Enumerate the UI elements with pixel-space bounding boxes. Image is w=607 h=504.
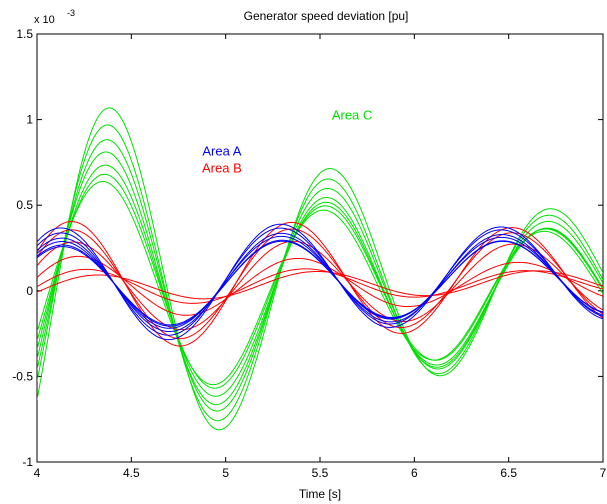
x-tick-label: 6 bbox=[411, 466, 418, 480]
series-line-area-c-3 bbox=[37, 139, 603, 412]
y-exponent-power: -3 bbox=[67, 8, 75, 18]
series-line-area-a-3 bbox=[37, 232, 603, 333]
y-exponent-base: x 10 bbox=[34, 14, 55, 26]
annotation-area-c: Area C bbox=[332, 108, 372, 123]
y-tick-label: 0 bbox=[26, 284, 33, 298]
y-tick-label: -1 bbox=[22, 455, 33, 469]
series-line-area-a-4 bbox=[37, 235, 603, 329]
annotation-area-a: Area A bbox=[202, 144, 241, 159]
y-tick-label: 1 bbox=[26, 113, 33, 127]
series-line-area-b-6 bbox=[37, 270, 603, 300]
x-tick-label: 5 bbox=[222, 466, 229, 480]
y-tick-label: 0.5 bbox=[16, 198, 33, 212]
plot-area: 4 4.5 5 5.5 6 6.5 7 -1 -0.5 0 0.5 1 1.5 bbox=[12, 27, 606, 480]
series-line-area-c-6 bbox=[37, 173, 603, 389]
x-tick-label: 7 bbox=[600, 466, 607, 480]
y-tick-label: 1.5 bbox=[16, 27, 33, 41]
series-line-area-b-5 bbox=[37, 268, 603, 304]
y-tick-label: -0.5 bbox=[12, 369, 33, 383]
series-line-area-c-1 bbox=[37, 107, 603, 431]
series-line-area-a-1 bbox=[37, 223, 603, 341]
series-line-area-c-5 bbox=[37, 164, 603, 397]
x-axis-label: Time [s] bbox=[299, 487, 341, 501]
series-lines bbox=[37, 107, 603, 431]
series-line-area-b-2 bbox=[37, 228, 603, 340]
series-line-area-b-3 bbox=[37, 240, 603, 331]
x-tick-label: 4 bbox=[34, 466, 41, 480]
series-line-area-a-2 bbox=[37, 227, 603, 336]
x-tick-label: 5.5 bbox=[312, 466, 329, 480]
annotation-area-b: Area B bbox=[202, 161, 242, 176]
series-line-area-b-4 bbox=[37, 255, 603, 316]
series-line-area-a-6 bbox=[37, 240, 603, 326]
x-tick-label: 6.5 bbox=[500, 466, 517, 480]
chart-title: Generator speed deviation [pu] bbox=[244, 9, 409, 23]
series-line-area-c-7 bbox=[37, 180, 603, 386]
x-tick-label: 4.5 bbox=[123, 466, 140, 480]
series-line-area-c-2 bbox=[37, 124, 603, 422]
